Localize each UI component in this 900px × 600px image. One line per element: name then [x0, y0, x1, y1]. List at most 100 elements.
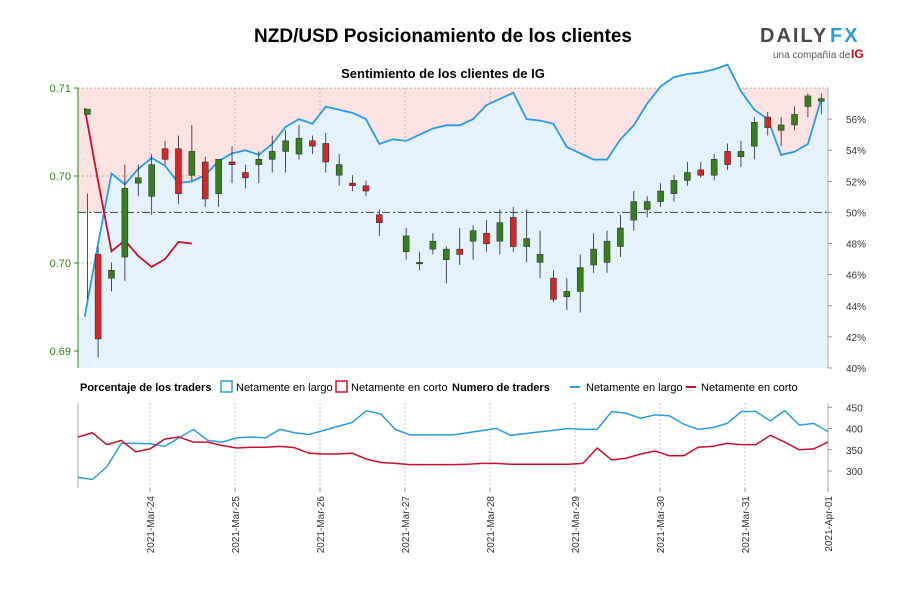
right-axis-ticks: 40% 42% 44% 46% 48% 50% 52% 54% 56%: [828, 115, 866, 375]
candle-body: [161, 148, 169, 160]
candle-body: [84, 108, 91, 115]
right-tick-label: 42%: [846, 333, 866, 344]
candle-body: [335, 164, 343, 176]
right-tick-label: 48%: [846, 240, 866, 251]
candle-body: [402, 235, 410, 253]
legend-pct-long-label: Netamente en largo: [236, 382, 333, 394]
candle-body: [657, 190, 664, 202]
chart-subtitle: Sentimiento de los clientes de IG: [341, 66, 545, 81]
candle-body: [764, 116, 771, 128]
candle-body: [295, 137, 303, 155]
count-tick-label: 350: [846, 446, 863, 457]
candle-body: [643, 201, 651, 210]
candle-body: [282, 140, 289, 152]
x-tick-label: 2021-Mar-24: [146, 496, 157, 554]
left-tick-label: 0.71: [50, 83, 71, 95]
candle-body: [804, 95, 812, 107]
legend-num-long-label: Netamente en largo: [586, 382, 683, 394]
legend: Porcentaje de los traders Netamente en l…: [80, 380, 798, 394]
candle-body: [469, 230, 477, 242]
x-tick-label: 2021-Mar-29: [571, 496, 582, 554]
candle-body: [456, 248, 463, 255]
brand-name-right: FX: [830, 25, 860, 47]
candle-body: [670, 180, 678, 194]
long-count-line: [77, 409, 829, 481]
x-tick-label: 2021-Mar-31: [741, 496, 752, 554]
legend-num-short-label: Netamente en corto: [701, 382, 798, 394]
count-tick-label: 450: [846, 403, 863, 414]
candle-body: [201, 161, 209, 200]
candle-body: [523, 238, 530, 247]
count-tick-label: 400: [846, 425, 863, 436]
candle-body: [536, 254, 544, 263]
bottom-vertical-gridlines: [149, 403, 746, 488]
chart-title: NZD/USD Posicionamiento de los clientes: [254, 26, 632, 47]
x-tick-label: 2021-Mar-30: [656, 496, 667, 554]
right-tick-label: 50%: [846, 208, 866, 219]
candle-body: [362, 185, 370, 192]
legend-pct-long-swatch: [220, 380, 233, 393]
candle-body: [550, 277, 557, 300]
legend-num-header: Numero de traders: [452, 382, 550, 394]
legend-pct-short-label: Netamente en corto: [351, 382, 448, 394]
candle-body: [590, 248, 597, 266]
right-tick-label: 40%: [846, 364, 866, 375]
candle-body: [416, 262, 423, 265]
candle-body: [724, 151, 731, 165]
x-tick-label: 2021-Mar-28: [486, 496, 497, 554]
price-sentiment-panel: 0.69 0.70 0.70 0.71 40% 42% 44% 46% 48% 50% 52% 54…: [50, 63, 866, 375]
candle-body: [108, 270, 115, 279]
x-axis-labels: 2021-Mar-24 2021-Mar-25 2021-Mar-26 2021-Ma…: [146, 488, 835, 553]
count-tick-label: 300: [846, 467, 863, 478]
candle-body: [215, 159, 222, 194]
brand-ig: IG: [851, 47, 864, 61]
candle-body: [603, 240, 611, 263]
candle-body: [94, 254, 102, 340]
candle-body: [135, 177, 142, 184]
candle-body: [791, 114, 798, 126]
short-count-line: [77, 431, 829, 466]
left-tick-label: 0.70: [50, 258, 71, 270]
candle-body: [429, 240, 437, 250]
short-sentiment-line: [83, 108, 192, 268]
candle-body: [148, 164, 155, 197]
candle-body: [697, 169, 705, 176]
x-tick-label: 2021-Mar-26: [316, 496, 327, 554]
left-axis-ticks: 0.69 0.70 0.70 0.71: [50, 83, 78, 358]
x-tick-label: 2021-Mar-27: [401, 496, 412, 554]
right-tick-label: 44%: [846, 302, 866, 313]
candle-body: [322, 143, 330, 163]
candle-body: [175, 148, 182, 194]
candle-body: [617, 227, 624, 247]
right-tick-label: 46%: [846, 271, 866, 282]
candlesticks: [84, 93, 825, 358]
left-tick-label: 0.70: [50, 171, 71, 183]
legend-pct-short-swatch: [335, 380, 348, 393]
candle-body: [496, 222, 504, 242]
right-tick-label: 52%: [846, 177, 866, 188]
dailyfx-logo: DAILY FX una compañía de IG: [760, 25, 864, 61]
candle-body: [188, 151, 196, 176]
candle-body: [349, 182, 356, 186]
candle-body: [737, 151, 745, 157]
candle-body: [818, 98, 825, 102]
x-tick-label: 2021-Mar-25: [231, 496, 242, 554]
long-sentiment-area: [78, 64, 828, 369]
candle-body: [576, 267, 584, 292]
candle-body: [242, 172, 249, 179]
bottom-right-axis-ticks: 300 350 400 450: [828, 403, 863, 478]
right-tick-label: 54%: [846, 146, 866, 157]
candle-body: [630, 201, 638, 221]
candle-body: [684, 172, 691, 181]
right-tick-label: 56%: [846, 115, 866, 126]
x-tick-label: 2021-Apr-01: [824, 496, 835, 552]
legend-pct-header: Porcentaje de los traders: [80, 382, 211, 394]
candle-body: [255, 159, 263, 165]
candle-body: [443, 248, 450, 260]
candle-body: [268, 151, 276, 160]
candle-body: [121, 188, 129, 258]
left-tick-label: 0.69: [50, 346, 71, 358]
candle-body: [483, 233, 490, 245]
